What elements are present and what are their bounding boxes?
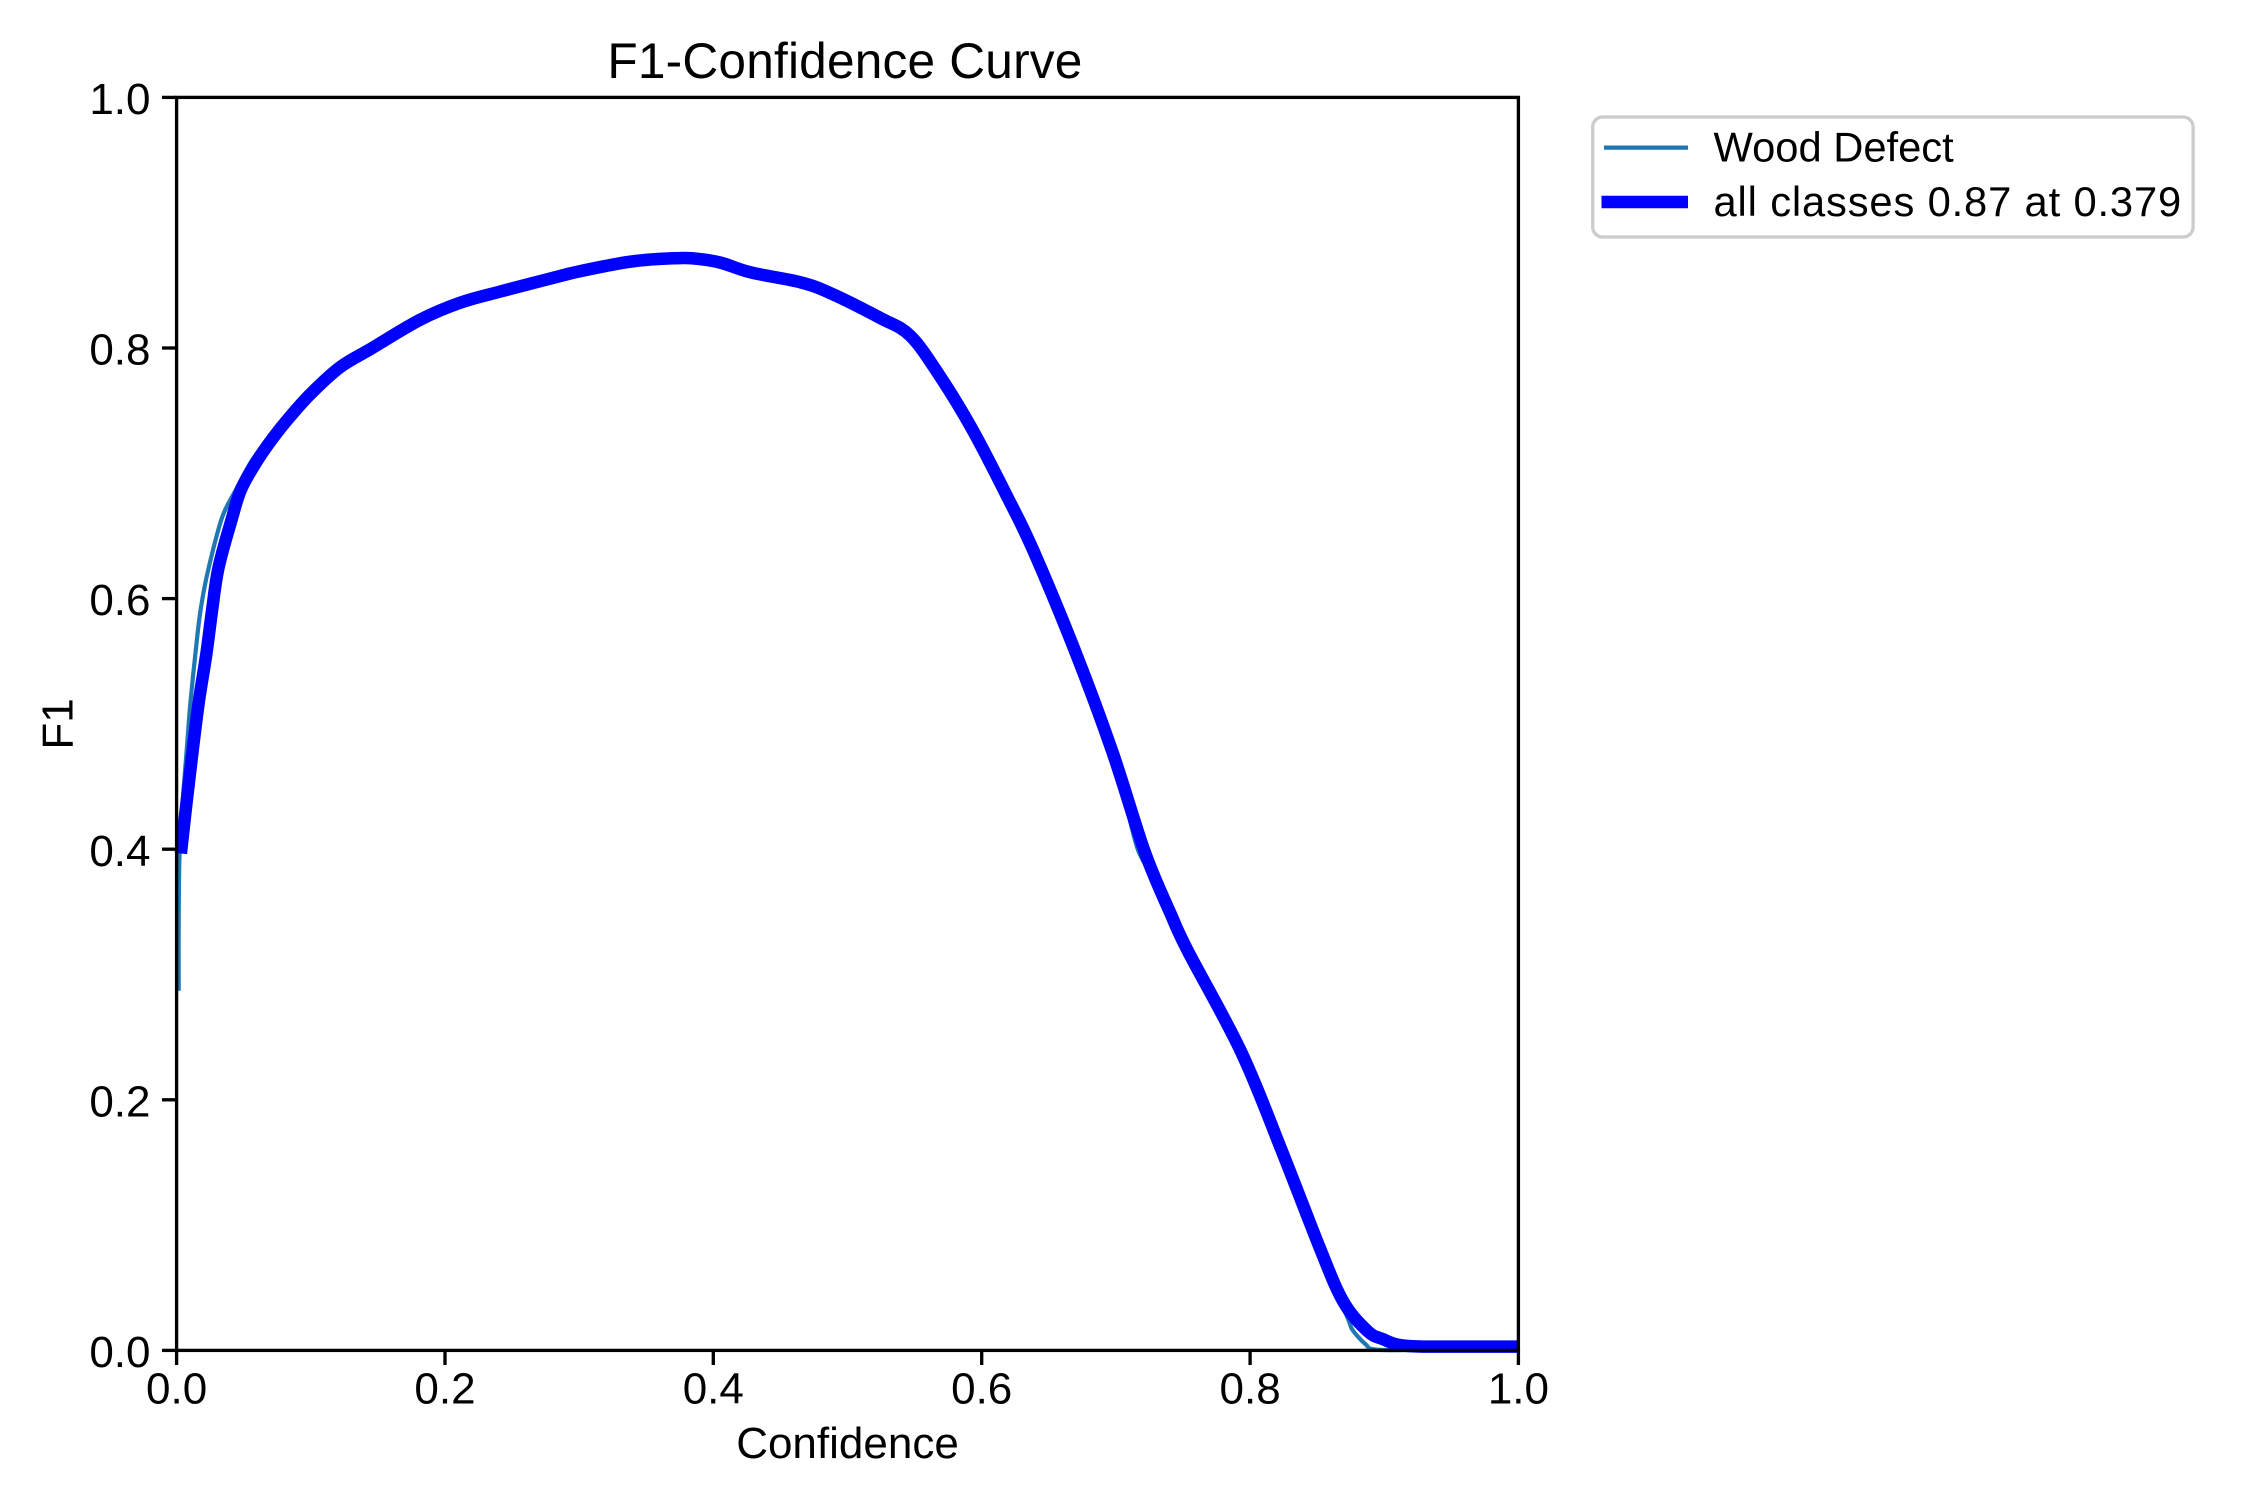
svg-text:0.6: 0.6 [89,576,150,625]
svg-text:F1-Confidence Curve: F1-Confidence Curve [607,33,1082,89]
svg-text:1.0: 1.0 [1488,1365,1549,1414]
svg-text:0.2: 0.2 [414,1365,475,1414]
svg-text:1.0: 1.0 [89,75,150,124]
svg-text:Wood Defect: Wood Defect [1714,124,1955,171]
svg-text:F1: F1 [34,698,83,749]
svg-text:0.4: 0.4 [683,1365,744,1414]
svg-text:0.2: 0.2 [89,1077,150,1126]
svg-text:0.4: 0.4 [89,827,150,876]
svg-text:0.8: 0.8 [89,326,150,375]
svg-text:0.0: 0.0 [146,1365,207,1414]
svg-text:all classes 0.87 at 0.379: all classes 0.87 at 0.379 [1714,178,2183,225]
svg-text:Confidence: Confidence [736,1419,959,1468]
svg-text:0.6: 0.6 [951,1365,1012,1414]
svg-text:0.8: 0.8 [1220,1365,1281,1414]
svg-text:0.0: 0.0 [89,1328,150,1377]
